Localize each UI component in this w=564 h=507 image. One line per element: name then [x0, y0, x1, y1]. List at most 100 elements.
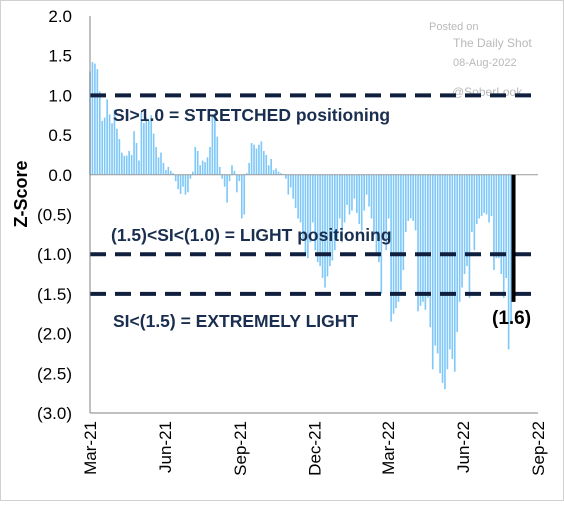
y-tick-label: (1.0) [37, 245, 72, 264]
bar [466, 174, 468, 267]
bar [461, 174, 463, 288]
bar [475, 174, 478, 225]
bar [216, 136, 219, 175]
bar [275, 168, 277, 175]
bar [382, 174, 385, 237]
bar [218, 166, 221, 175]
bar [236, 174, 238, 193]
bar [348, 174, 351, 215]
bar [304, 174, 307, 255]
y-tick-label: 2.0 [48, 7, 72, 26]
bar [373, 174, 375, 235]
bar [277, 171, 280, 175]
bar [336, 174, 339, 239]
bar [480, 174, 483, 217]
bar [314, 174, 317, 251]
bar [451, 174, 454, 360]
bar [280, 173, 282, 175]
bar [370, 174, 373, 219]
bar [417, 174, 419, 312]
bar [150, 115, 153, 175]
bar [174, 174, 177, 182]
bar [111, 123, 113, 175]
bar [272, 170, 275, 175]
bar [353, 174, 356, 199]
bar [427, 174, 429, 298]
bar [360, 174, 363, 231]
x-tick-label: Jun-21 [156, 421, 175, 473]
bar [187, 174, 189, 193]
bar [380, 174, 383, 294]
bar [316, 174, 319, 263]
bar [209, 147, 211, 175]
bar [248, 162, 250, 175]
bar [434, 174, 436, 346]
bar [130, 154, 133, 175]
bar [179, 174, 182, 194]
bar [292, 174, 295, 199]
bar [400, 174, 402, 290]
bar [502, 174, 505, 298]
bar [441, 174, 444, 383]
bar [299, 174, 302, 223]
bar [346, 174, 348, 205]
bar [498, 174, 500, 259]
y-tick-label: 1.0 [48, 86, 72, 105]
bar [258, 144, 260, 175]
bar [446, 174, 449, 370]
bar [363, 174, 365, 211]
annotation-extremely-light: SI<(1.5) = EXTREMELY LIGHT [113, 311, 358, 331]
bar [495, 174, 498, 259]
y-tick-label: (2.5) [37, 364, 72, 383]
bar [453, 174, 456, 372]
bar [375, 174, 378, 255]
bar [419, 174, 422, 306]
bar [385, 174, 388, 251]
y-tick-label: 1.5 [48, 47, 72, 66]
bar [96, 69, 99, 175]
bar [378, 174, 380, 263]
bar [199, 165, 201, 175]
bar [211, 115, 214, 175]
x-tick-label: Sep-22 [529, 421, 548, 476]
bar [98, 91, 101, 175]
bar [157, 157, 160, 175]
bar [123, 155, 126, 175]
bar [368, 174, 370, 207]
bar [297, 174, 299, 219]
bar [103, 117, 106, 175]
bar [341, 174, 343, 243]
bar [135, 143, 138, 175]
bar [302, 174, 304, 240]
x-tick-label: Jun-22 [454, 421, 473, 473]
bar [250, 143, 253, 175]
x-tick-label: Sep-21 [231, 421, 250, 476]
y-tick-label: (2.0) [37, 325, 72, 344]
watermark: Posted on The Daily Shot 08-Aug-2022 @So… [429, 21, 532, 99]
bar [321, 174, 324, 279]
y-tick-label: (1.5) [37, 285, 72, 304]
bar [414, 174, 417, 231]
bar [392, 174, 395, 314]
watermark-source: The Daily Shot [453, 36, 532, 50]
x-tick-labels: Mar-21 Jun-21 Sep-21 Dec-21 Mar-22 Jun-22 Sep-… [81, 421, 548, 476]
bar [395, 174, 397, 309]
bar [260, 141, 263, 175]
y-tick-label: 0.0 [48, 166, 72, 185]
bar [431, 174, 434, 370]
x-tick-label: Mar-22 [379, 421, 398, 475]
bar [358, 174, 361, 225]
bar [478, 174, 481, 219]
bar [404, 174, 407, 232]
bar [412, 174, 414, 221]
bar [113, 109, 116, 175]
y-tick-label: (3.0) [37, 404, 72, 423]
annotation-stretched: SI>1.0 = STRETCHED positioning [113, 105, 390, 125]
bar [439, 174, 441, 374]
bar [204, 162, 206, 175]
bar [409, 174, 412, 219]
bar [402, 174, 405, 271]
y-axis-label: Z-Score [11, 160, 31, 227]
bar [94, 63, 96, 175]
